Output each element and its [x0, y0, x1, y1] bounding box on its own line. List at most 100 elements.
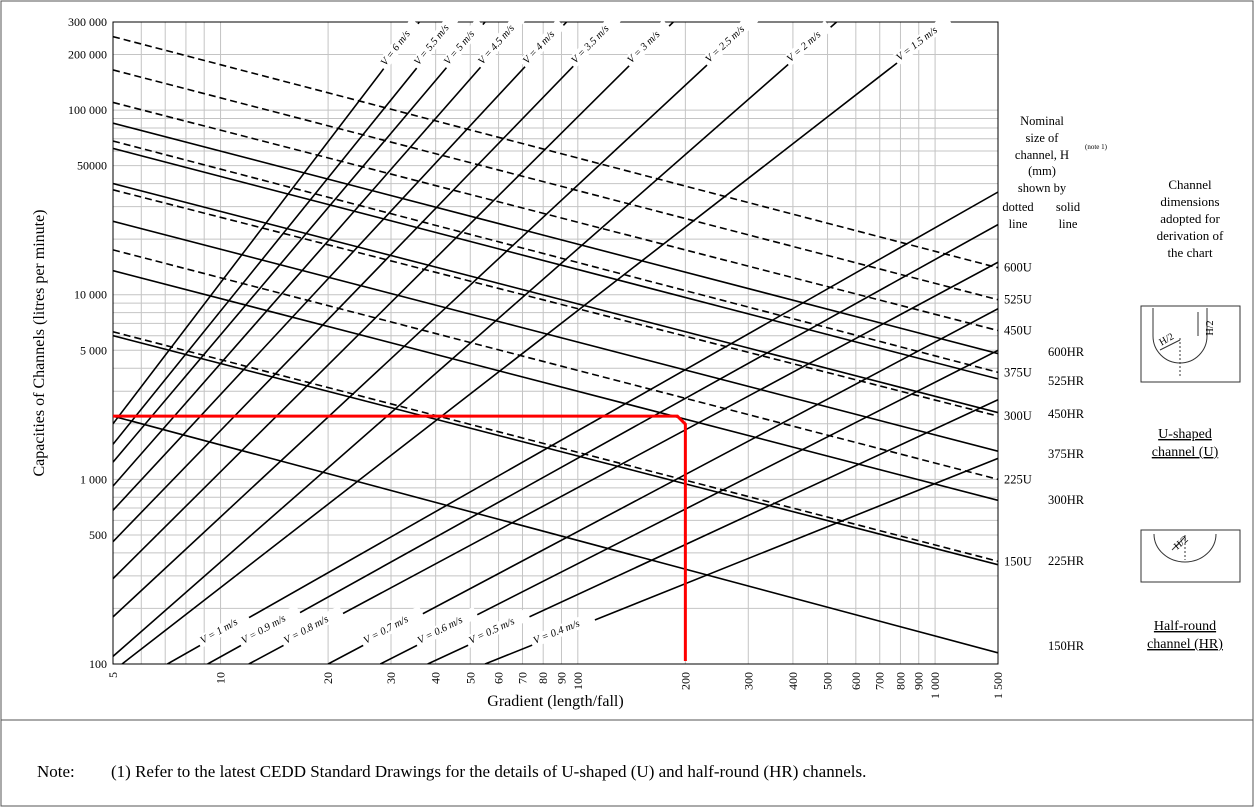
x-tick-group: 40	[429, 672, 443, 684]
x-tick-label: 200	[678, 672, 692, 690]
velocity-label-bg	[528, 611, 597, 648]
x-tick-label: 5	[106, 672, 120, 678]
channel-label-solid: 225HR	[1048, 554, 1085, 568]
channel-dimensions-panel: Channel dimensions adopted for derivatio…	[1140, 177, 1241, 652]
legend-header-line: channel, H	[1015, 148, 1069, 162]
x-tick-label: 500	[821, 672, 835, 690]
velocity-line	[121, 22, 951, 664]
velocity-line	[113, 22, 486, 463]
side-title-line: adopted for	[1160, 211, 1220, 226]
velocity-line	[113, 22, 674, 580]
x-tick-group: 30	[384, 672, 398, 684]
channel-line-solid	[113, 334, 998, 566]
u-channel-label: U-shaped	[1158, 427, 1212, 442]
x-tick-group: 400	[786, 672, 800, 690]
x-tick-group: 60	[492, 672, 506, 684]
x-tick-group: 1 500	[991, 672, 1005, 699]
x-tick-group: 20	[321, 672, 335, 684]
side-title-line: the chart	[1167, 245, 1213, 260]
legend-header-line: Nominal	[1020, 114, 1064, 128]
x-tick-label: 400	[786, 672, 800, 690]
channel-label-solid: 375HR	[1048, 447, 1085, 461]
y-tick-label: 1 000	[80, 472, 107, 486]
channel-line-dotted	[113, 189, 998, 417]
velocity-line	[248, 261, 998, 664]
channel-line-solid	[113, 269, 998, 502]
y-tick-label: 500	[89, 528, 107, 542]
velocity-label-bg	[782, 20, 833, 67]
x-tick-label: 10	[214, 672, 228, 684]
legend-note-ref: (note 1)	[1085, 143, 1108, 151]
velocity-label-bg	[891, 14, 953, 66]
x-tick-label: 70	[515, 672, 529, 684]
channel-line-solid	[113, 220, 998, 453]
u-channel-sketch	[1140, 305, 1241, 383]
x-tick-group: 700	[873, 672, 887, 690]
velocity-label-bg	[700, 12, 759, 68]
velocity-label-bg	[439, 18, 486, 70]
legend-header-line: shown by	[1018, 181, 1067, 195]
x-tick-label: 80	[536, 672, 550, 684]
hr-dim-label: H/2	[1172, 534, 1191, 552]
velocity-label-bg	[279, 605, 345, 649]
y-tick-label: 100 000	[68, 103, 107, 117]
legend-solid-label: line	[1059, 217, 1078, 231]
x-tick-group: 500	[821, 672, 835, 690]
x-tick-group: 80	[536, 672, 550, 684]
side-title-line: Channel	[1168, 177, 1212, 192]
channel-line-dotted	[113, 140, 998, 374]
x-axis-title: Gradient (length/fall)	[487, 693, 623, 710]
channel-line-dotted	[113, 249, 998, 481]
x-tick-label: 1 000	[928, 672, 942, 699]
highlight-path	[113, 414, 687, 661]
x-tick-label: 20	[321, 672, 335, 684]
x-tick-group: 600	[849, 672, 863, 690]
channel-label-dotted: 375U	[1004, 365, 1032, 379]
x-tick-label: 60	[492, 672, 506, 684]
velocity-label-bg	[518, 19, 566, 69]
velocity-line	[113, 22, 568, 511]
u-dim-label: H/2	[1158, 331, 1176, 348]
velocity-label-bg	[358, 605, 425, 649]
x-tick-group: 5	[106, 672, 120, 678]
x-tick-group: 1 000	[928, 672, 942, 699]
x-tick-label: 90	[554, 672, 568, 684]
y-axis-title-group: Capacities of Channels (litres per minut…	[31, 209, 48, 476]
legend-solid-label: solid	[1056, 200, 1081, 214]
legend-header-line: size of	[1026, 131, 1060, 145]
channel-label-solid: 300HR	[1048, 493, 1085, 507]
u-dim-label: H/2	[1205, 321, 1216, 336]
x-tick-group: 10	[214, 672, 228, 684]
y-tick-label: 50000	[77, 159, 107, 173]
velocity-label-bg	[236, 604, 302, 649]
velocity-line	[113, 22, 521, 487]
y-axis-title: Capacities of Channels (litres per minut…	[31, 209, 48, 476]
channel-line-dotted	[113, 35, 998, 269]
channel-line-dotted	[113, 331, 998, 563]
velocity-label-bg	[622, 19, 672, 68]
legend-header-line: (mm)	[1028, 164, 1056, 178]
side-title-line: dimensions	[1160, 194, 1219, 209]
velocity-label-bg	[412, 606, 479, 649]
x-tick-label: 300	[741, 672, 755, 690]
channel-label-solid: 450HR	[1048, 407, 1085, 421]
legend-dotted-label: line	[1009, 217, 1028, 231]
y-tick-label: 200 000	[68, 48, 107, 62]
velocity-line	[207, 223, 998, 664]
x-tick-label: 900	[912, 672, 926, 690]
hr-channel-sketch	[1140, 529, 1241, 583]
y-tick-label: 5 000	[80, 343, 107, 357]
data-lines	[113, 22, 998, 664]
y-tick-label: 10 000	[74, 288, 107, 302]
channel-line-solid	[113, 415, 998, 654]
channel-label-dotted: 525U	[1004, 293, 1032, 307]
velocity-line	[327, 308, 998, 664]
x-tick-label: 800	[893, 672, 907, 690]
channel-label-dotted: 300U	[1004, 409, 1032, 423]
x-tick-group: 70	[515, 672, 529, 684]
channel-line-dotted	[113, 101, 998, 332]
channel-label-dotted: 225U	[1004, 472, 1032, 486]
velocity-line	[113, 22, 455, 445]
x-tick-label: 1 500	[991, 672, 1005, 699]
